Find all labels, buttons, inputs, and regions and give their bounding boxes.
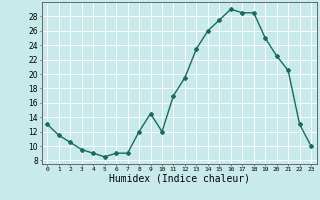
X-axis label: Humidex (Indice chaleur): Humidex (Indice chaleur) (109, 174, 250, 184)
